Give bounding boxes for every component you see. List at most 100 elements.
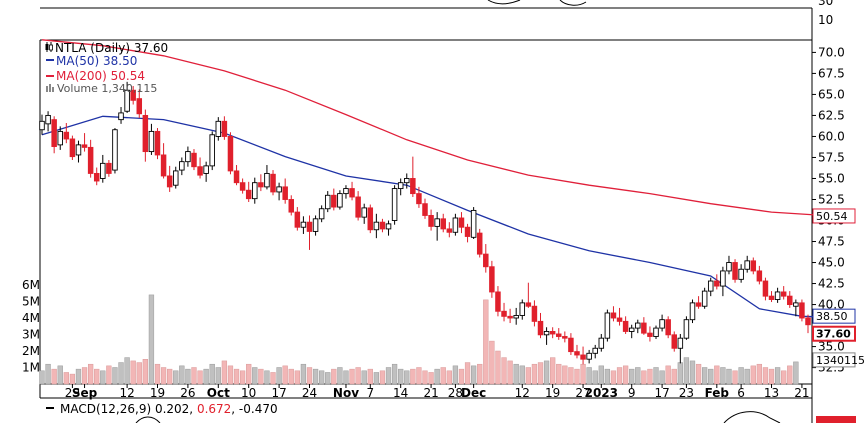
volume-bar [233,368,240,385]
candle-body [288,199,295,213]
price-tag-label: 50.54 [816,210,848,223]
candle [63,123,70,144]
candle-body [276,186,282,193]
candle [793,299,799,317]
volume-bar [81,367,88,385]
candle-body [604,312,611,339]
volume-bar [762,367,769,385]
volume-bar [94,368,100,385]
candle-body [142,114,149,153]
candle [501,302,507,322]
candle [531,300,538,327]
candle [774,287,781,303]
candle [647,326,653,342]
volume-bar [422,370,428,385]
candle [172,166,179,189]
candle-body [258,182,264,188]
candle-body [318,208,325,220]
volume-bar [616,367,623,385]
candle [780,286,787,300]
candle-body [124,89,130,112]
volume-bar [598,365,604,385]
price-tick-label: 62.5 [818,108,845,122]
candle-body [203,165,209,174]
candle-body [562,336,568,339]
candle [610,306,617,322]
volume-bar [507,360,513,385]
volume-bar [793,361,799,385]
volume-bar [63,372,69,385]
candle [707,277,714,297]
candle [440,213,446,233]
candle-body [695,302,702,307]
price-tag-label: 37.60 [816,328,851,341]
volume-tick-label: 1M [22,361,40,375]
volume-bar [142,359,148,385]
candle-body [373,221,380,231]
candle [726,255,732,275]
svg-text:MACD(12,26,9) 0.202, 0.672, -0: MACD(12,26,9) 0.202, 0.672, -0.470 [60,402,278,416]
candle [185,146,191,167]
volume-bar [525,367,531,385]
volume-bar [349,368,355,385]
candle-body [610,312,617,319]
candle-body [264,172,270,188]
macd-hist-value: , -0.470 [231,402,277,416]
price-tick-label: 67.5 [818,66,845,80]
candle [209,131,215,171]
candle-body [361,207,367,218]
volume-bar [331,368,337,385]
candle-body [45,114,51,125]
candle-body [580,354,586,360]
candle-body [154,130,161,156]
candle [221,116,228,140]
candle-body [555,333,562,337]
candle [562,331,568,343]
candle [543,327,550,345]
candle [331,188,337,211]
candle-body [118,112,124,121]
volume-bar [215,367,221,385]
candle [288,195,295,216]
candle [410,156,416,197]
volume-bar [714,365,720,385]
volume-bar [252,367,258,385]
candle-body [756,270,763,282]
candle [549,327,556,339]
candle-body [568,337,574,353]
price-tick-label: 40.0 [818,298,845,312]
legend-ma50: MA(50) 38.50 [56,54,137,68]
candle [476,228,483,258]
x-tick-label: 24 [302,386,317,400]
candle-body [215,120,222,137]
candle-body [799,302,805,319]
volume-bar [191,367,197,385]
candle [306,215,313,250]
candle [349,181,355,201]
candle [452,213,459,236]
candle-body [227,136,234,172]
volume-bar [288,368,294,385]
candle-body [720,270,726,287]
volume-bar [39,370,45,385]
volume-bar [294,370,300,385]
candle [428,209,434,231]
candle-body [653,327,659,337]
candle-body [616,317,623,322]
price-tick-label: 45.0 [818,256,845,270]
candle [464,223,471,243]
volume-bar [312,368,319,385]
volume-bar [124,357,130,385]
volume-bar [136,362,142,385]
candle-body [294,211,301,228]
candle-body [75,144,82,156]
x-tick-label: 2023 [585,386,618,400]
price-tick-label: 42.5 [818,277,845,291]
price-tags: 50.54 38.50 37.60 1340115 [812,208,864,368]
candle-body [762,280,769,297]
volume-bar [440,367,446,385]
volume-bar [100,370,106,385]
x-tick-label: 27 [575,386,590,400]
candle [361,203,367,224]
candle [677,333,684,364]
